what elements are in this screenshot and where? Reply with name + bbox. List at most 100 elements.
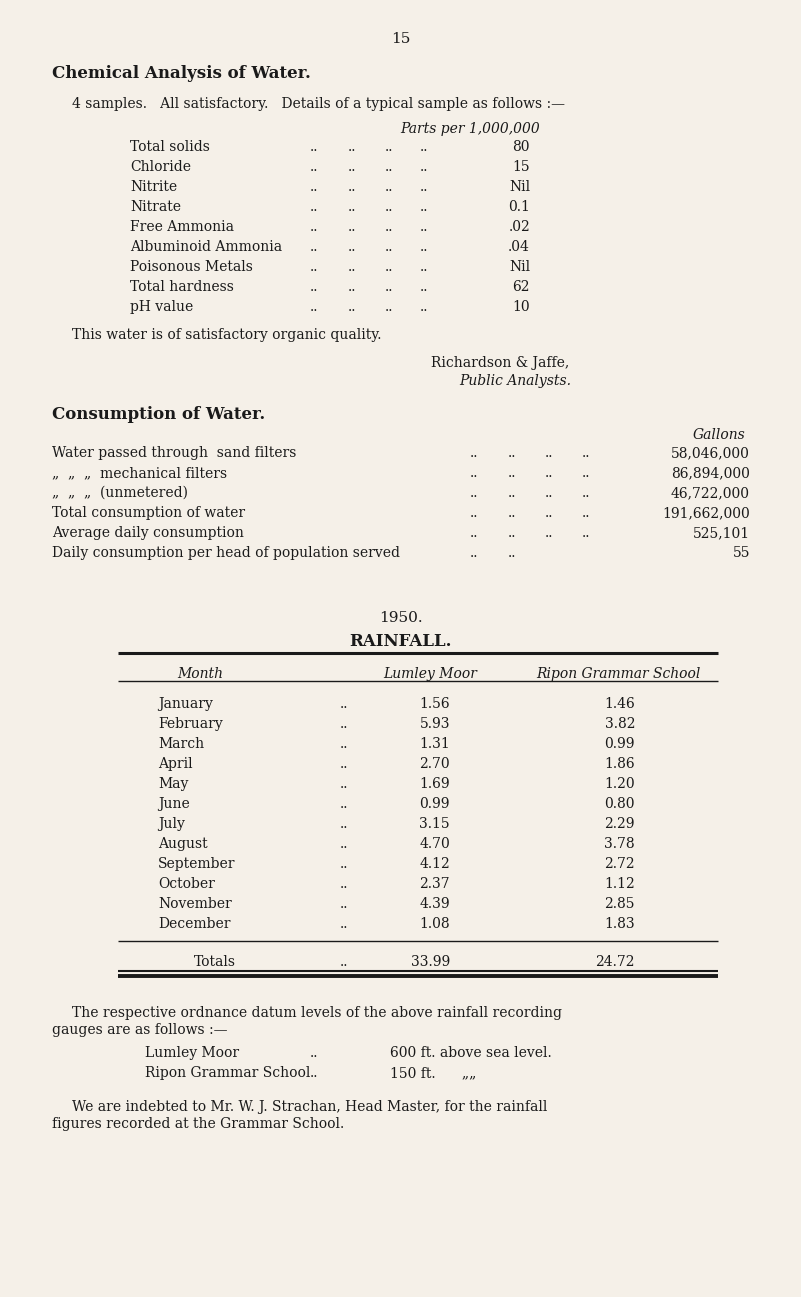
- Text: ..: ..: [340, 817, 348, 831]
- Text: Nil: Nil: [509, 180, 530, 195]
- Text: December: December: [158, 917, 231, 931]
- Text: January: January: [158, 696, 213, 711]
- Text: ..: ..: [348, 200, 356, 214]
- Text: Nil: Nil: [509, 259, 530, 274]
- Text: ..: ..: [310, 1066, 319, 1080]
- Text: ..: ..: [340, 917, 348, 931]
- Text: July: July: [158, 817, 185, 831]
- Text: ..: ..: [470, 446, 478, 460]
- Text: ..: ..: [310, 240, 319, 254]
- Text: 1.08: 1.08: [420, 917, 450, 931]
- Text: 24.72: 24.72: [595, 955, 635, 969]
- Text: 5.93: 5.93: [420, 717, 450, 732]
- Text: 15: 15: [392, 32, 411, 45]
- Text: March: March: [158, 737, 204, 751]
- Text: 2.72: 2.72: [605, 857, 635, 872]
- Text: 86,894,000: 86,894,000: [671, 466, 750, 480]
- Text: ..: ..: [420, 140, 429, 154]
- Text: ..: ..: [470, 486, 478, 501]
- Text: Lumley Moor: Lumley Moor: [383, 667, 477, 681]
- Text: ..: ..: [508, 527, 517, 540]
- Text: „  „  „  mechanical filters: „ „ „ mechanical filters: [52, 466, 227, 480]
- Text: 1.31: 1.31: [419, 737, 450, 751]
- Text: ..: ..: [545, 446, 553, 460]
- Text: 150 ft.      „„: 150 ft. „„: [390, 1066, 477, 1080]
- Text: November: November: [158, 898, 231, 910]
- Text: Gallons: Gallons: [692, 428, 745, 442]
- Text: September: September: [158, 857, 235, 872]
- Text: gauges are as follows :—: gauges are as follows :—: [52, 1023, 227, 1038]
- Text: 2.85: 2.85: [605, 898, 635, 910]
- Text: pH value: pH value: [130, 300, 193, 314]
- Text: ..: ..: [420, 220, 429, 233]
- Text: ..: ..: [340, 837, 348, 851]
- Text: Consumption of Water.: Consumption of Water.: [52, 406, 265, 423]
- Text: ..: ..: [545, 506, 553, 520]
- Text: Ripon Grammar School: Ripon Grammar School: [145, 1066, 310, 1080]
- Text: 15: 15: [513, 160, 530, 174]
- Text: 55: 55: [732, 546, 750, 560]
- Text: ..: ..: [582, 446, 590, 460]
- Text: 62: 62: [513, 280, 530, 294]
- Text: 1.86: 1.86: [605, 757, 635, 770]
- Text: ..: ..: [348, 140, 356, 154]
- Text: ..: ..: [340, 737, 348, 751]
- Text: ..: ..: [508, 486, 517, 501]
- Text: Parts per 1,000,000: Parts per 1,000,000: [400, 122, 540, 136]
- Text: ..: ..: [348, 180, 356, 195]
- Text: ..: ..: [348, 259, 356, 274]
- Text: February: February: [158, 717, 223, 732]
- Text: ..: ..: [310, 259, 319, 274]
- Text: Average daily consumption: Average daily consumption: [52, 527, 244, 540]
- Text: .02: .02: [509, 220, 530, 233]
- Text: ..: ..: [582, 466, 590, 480]
- Text: ..: ..: [310, 200, 319, 214]
- Text: 2.70: 2.70: [420, 757, 450, 770]
- Text: ..: ..: [310, 1045, 319, 1060]
- Text: ..: ..: [340, 955, 348, 969]
- Text: 4.70: 4.70: [419, 837, 450, 851]
- Text: Chemical Analysis of Water.: Chemical Analysis of Water.: [52, 65, 311, 82]
- Text: ..: ..: [340, 796, 348, 811]
- Text: Total hardness: Total hardness: [130, 280, 234, 294]
- Text: ..: ..: [310, 180, 319, 195]
- Text: ..: ..: [348, 280, 356, 294]
- Text: ..: ..: [348, 300, 356, 314]
- Text: Total consumption of water: Total consumption of water: [52, 506, 245, 520]
- Text: 1.12: 1.12: [604, 877, 635, 891]
- Text: ..: ..: [310, 220, 319, 233]
- Text: ..: ..: [545, 527, 553, 540]
- Text: figures recorded at the Grammar School.: figures recorded at the Grammar School.: [52, 1117, 344, 1131]
- Text: 1.56: 1.56: [420, 696, 450, 711]
- Text: Totals: Totals: [194, 955, 236, 969]
- Text: 3.15: 3.15: [420, 817, 450, 831]
- Text: Poisonous Metals: Poisonous Metals: [130, 259, 253, 274]
- Text: 1.20: 1.20: [605, 777, 635, 791]
- Text: 10: 10: [513, 300, 530, 314]
- Text: This water is of satisfactory organic quality.: This water is of satisfactory organic qu…: [72, 328, 381, 342]
- Text: Free Ammonia: Free Ammonia: [130, 220, 234, 233]
- Text: 0.99: 0.99: [605, 737, 635, 751]
- Text: We are indebted to Mr. W. J. Strachan, Head Master, for the rainfall: We are indebted to Mr. W. J. Strachan, H…: [72, 1100, 547, 1114]
- Text: 1.46: 1.46: [604, 696, 635, 711]
- Text: ..: ..: [348, 160, 356, 174]
- Text: August: August: [158, 837, 207, 851]
- Text: ..: ..: [340, 717, 348, 732]
- Text: 1950.: 1950.: [379, 611, 423, 625]
- Text: ..: ..: [420, 280, 429, 294]
- Text: 525,101: 525,101: [693, 527, 750, 540]
- Text: Albuminoid Ammonia: Albuminoid Ammonia: [130, 240, 282, 254]
- Text: 46,722,000: 46,722,000: [671, 486, 750, 501]
- Text: 4.12: 4.12: [419, 857, 450, 872]
- Text: ..: ..: [340, 898, 348, 910]
- Text: Richardson & Jaffe,: Richardson & Jaffe,: [431, 355, 570, 370]
- Text: ..: ..: [470, 466, 478, 480]
- Text: 4.39: 4.39: [420, 898, 450, 910]
- Text: ..: ..: [310, 300, 319, 314]
- Text: ..: ..: [385, 220, 393, 233]
- Text: ..: ..: [310, 140, 319, 154]
- Text: ..: ..: [310, 280, 319, 294]
- Text: ..: ..: [385, 280, 393, 294]
- Text: 33.99: 33.99: [411, 955, 450, 969]
- Text: ..: ..: [348, 240, 356, 254]
